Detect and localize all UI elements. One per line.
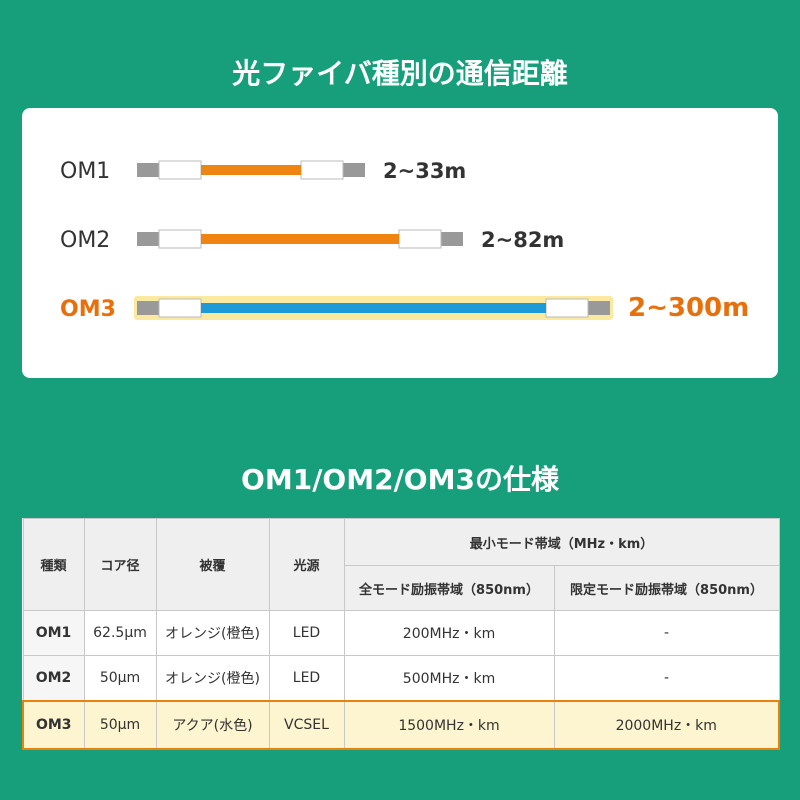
ferrule [158,160,202,180]
connector [339,163,365,177]
fiber [201,234,399,244]
table-cell: LED [268,655,345,701]
table-cell: OM2 [22,655,85,701]
ferrule [158,229,202,249]
table-cell: LED [268,610,345,656]
table-row: OM2 50μm オレンジ(橙色) LED 500MHz・km - [22,655,780,701]
table-cell: OM1 [22,610,85,656]
table-cell: 50μm [83,655,157,701]
table-cell: 1500MHz・km [343,699,555,750]
spec-table: 種類 コア径 被覆 光源 最小モード帯域（MHz・km） 全モード励振帯域（85… [22,518,781,750]
table-cell: 200MHz・km [343,610,555,656]
table-cell: 500MHz・km [343,655,555,701]
table-cell: 50μm [83,699,157,750]
table-cell: OM3 [22,699,85,750]
header-cell: 種類 [22,518,85,611]
table-cell: VCSEL [268,699,345,750]
table-cell: オレンジ(橙色) [155,610,270,656]
table-row: OM1 62.5μm オレンジ(橙色) LED 200MHz・km - [22,610,780,656]
table-row: OM3 50μm アクア(水色) VCSEL 1500MHz・km 2000MHz・km [22,699,781,750]
table-cell: オレンジ(橙色) [155,655,270,701]
fiber [201,165,301,175]
header-cell: 被覆 [155,518,270,611]
range-label: 2~300m [628,293,749,323]
cable-label: OM3 [60,297,116,322]
cable-label: OM1 [60,159,110,184]
ferrule [398,229,442,249]
table-cell: アクア(水色) [155,699,270,750]
header-cell: コア径 [83,518,157,611]
table-cell: 62.5μm [83,610,157,656]
section-title: OM1/OM2/OM3の仕様 [241,463,559,496]
header-cell: 光源 [268,518,345,611]
ferrule [158,298,202,318]
ferrule [545,298,589,318]
cable-label: OM2 [60,228,110,253]
header-cell: 最小モード帯域（MHz・km） [343,518,780,566]
header-cell: 限定モード励振帯域（850nm） [553,565,780,611]
connector [137,163,163,177]
connector [437,232,463,246]
table-cell: - [553,655,780,701]
table-cell: - [553,610,780,656]
table-cell: 2000MHz・km [553,699,781,750]
fiber [201,303,546,313]
header-cell: 全モード励振帯域（850nm） [343,565,555,611]
connector [584,301,610,315]
cables: OM1 2~33m OM2 2~82m OM3 2~300m [60,159,749,323]
connector [137,232,163,246]
ferrule [300,160,344,180]
range-label: 2~82m [481,228,564,252]
section-title: 光ファイバ種別の通信距離 [232,57,568,90]
connector [137,301,163,315]
range-label: 2~33m [383,159,466,183]
